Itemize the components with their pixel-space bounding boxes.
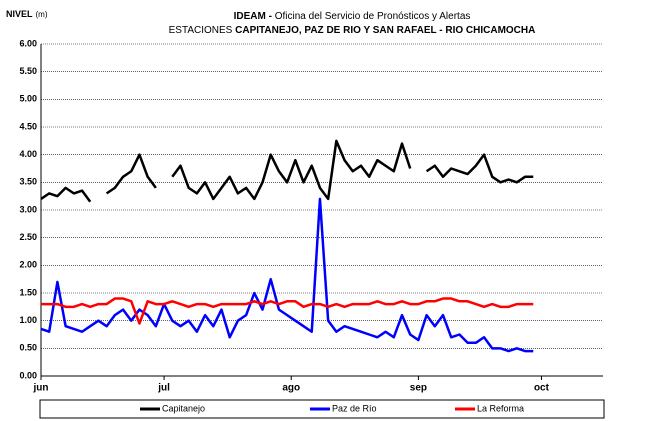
y-tick-label: 3.50 (19, 177, 37, 187)
x-tick-label: jul (157, 383, 170, 394)
x-tick-label: ago (282, 383, 300, 394)
chart-subtitle: ESTACIONES CAPITANEJO, PAZ DE RIO Y SAN … (169, 25, 536, 36)
y-tick-label: 5.00 (19, 94, 37, 104)
y-tick-label: 2.50 (19, 232, 37, 242)
y-tick-label: 0.00 (19, 370, 37, 380)
y-tick-label: 4.00 (19, 149, 37, 159)
y-tick-label: 5.50 (19, 66, 37, 76)
title-rest: Oficina del Servicio de Pronósticos y Al… (272, 11, 470, 22)
legend-label: Paz de Río (332, 403, 377, 413)
series-line (40, 197, 534, 353)
x-tick-label: jun (33, 383, 49, 394)
title-bold: IDEAM - (234, 11, 272, 22)
legend-label: La Reforma (477, 403, 524, 413)
y-label: NIVEL (6, 9, 33, 19)
y-tick-label: 1.00 (19, 315, 37, 325)
chart-title: IDEAM - Oficina del Servicio de Pronósti… (234, 11, 471, 22)
series-line (41, 297, 534, 325)
y-unit: (m) (36, 10, 48, 19)
x-tick-label: oct (534, 383, 550, 394)
y-axis-title: NIVEL (m) (6, 9, 48, 19)
y-tick-label: 1.50 (19, 287, 37, 297)
subtitle-bold: CAPITANEJO, PAZ DE RIO Y SAN RAFAEL - RI… (235, 25, 535, 36)
y-tick-label: 3.00 (19, 204, 37, 214)
series-line (40, 139, 534, 203)
subtitle-lead: ESTACIONES (169, 25, 236, 36)
y-tick-label: 6.00 (19, 38, 37, 48)
y-tick-label: 0.50 (19, 343, 37, 353)
y-tick-label: 4.50 (19, 121, 37, 131)
legend-label: Capitanejo (162, 403, 205, 413)
y-tick-label: 2.00 (19, 260, 37, 270)
legend-box (39, 399, 605, 419)
x-tick-label: sep (410, 383, 427, 394)
